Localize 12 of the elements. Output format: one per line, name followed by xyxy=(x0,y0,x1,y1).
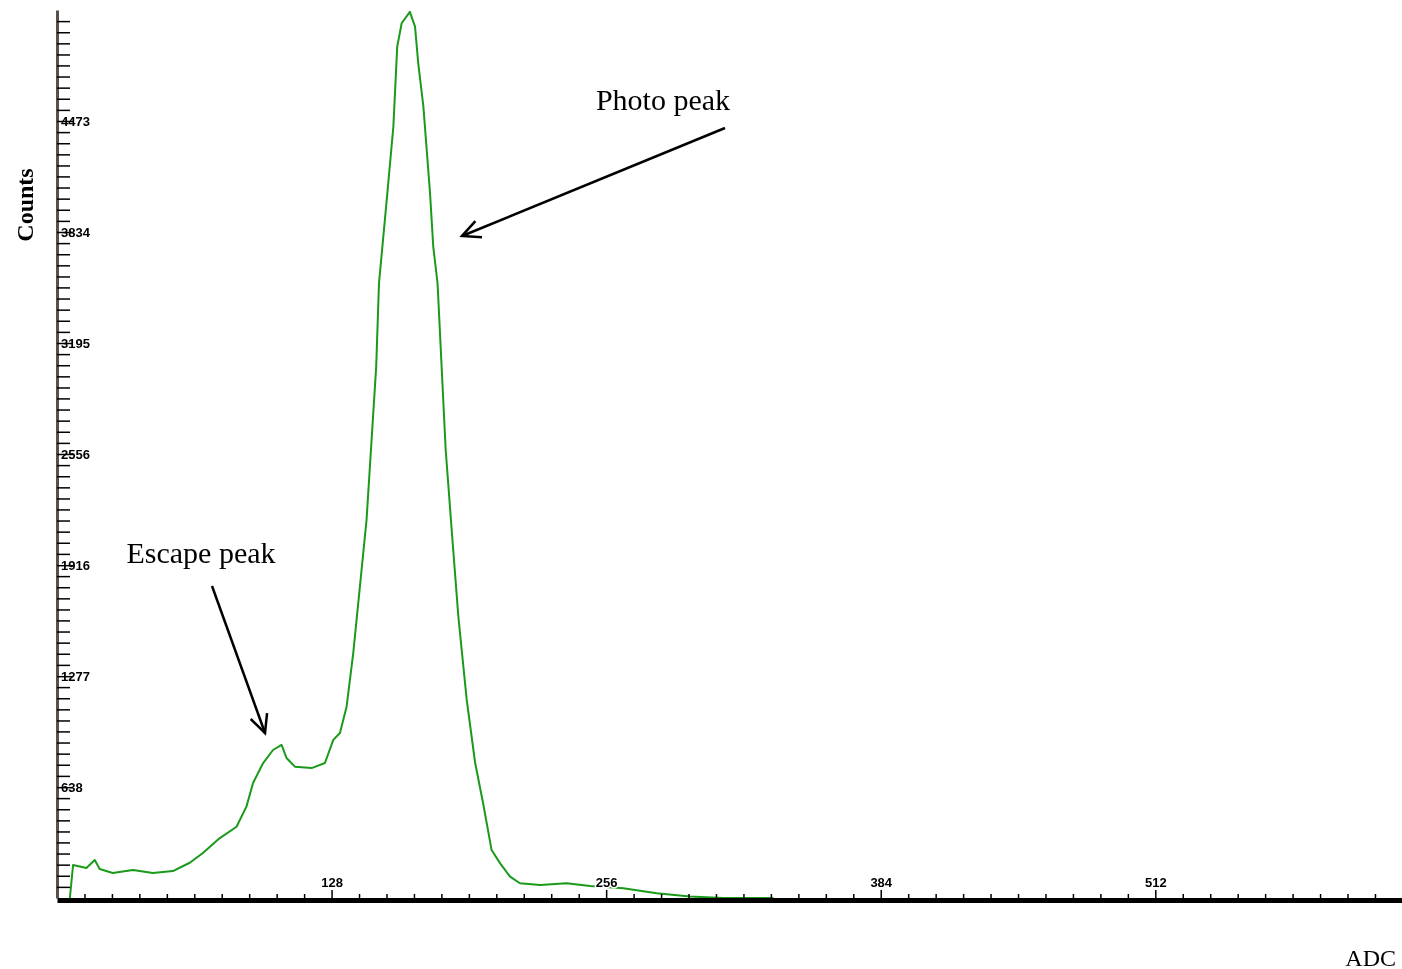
x-axis-title: ADC xyxy=(1345,945,1396,969)
y-tick-label: 3834 xyxy=(61,224,91,240)
x-tick-label: 384 xyxy=(870,875,893,890)
x-tick-label: 128 xyxy=(321,875,343,890)
y-tick-label: 1277 xyxy=(61,668,90,684)
y-tick-label: 1916 xyxy=(61,557,90,573)
y-tick-label: 2556 xyxy=(61,446,90,462)
y-axis-title: Counts xyxy=(12,168,38,242)
annotation: Photo peak xyxy=(595,83,731,116)
y-tick-label: 3195 xyxy=(61,335,90,351)
annotation: Escape peak xyxy=(126,536,276,569)
x-tick-label: 512 xyxy=(1144,875,1167,890)
